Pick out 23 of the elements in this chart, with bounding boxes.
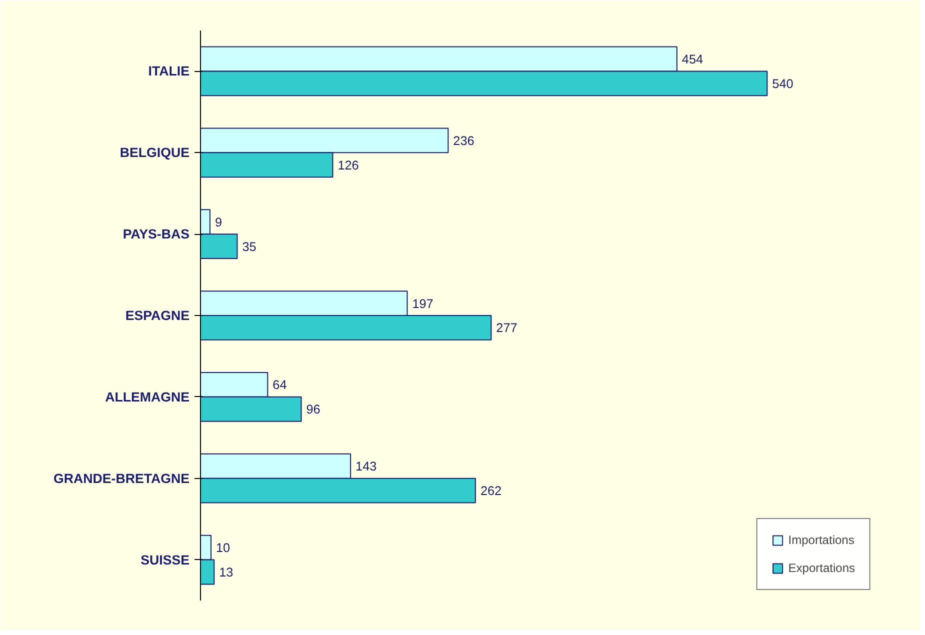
- data-label: 197: [412, 296, 434, 311]
- legend-label: Exportations: [788, 561, 855, 575]
- data-label: 96: [306, 402, 320, 417]
- y-tick-label: ALLEMAGNE: [105, 389, 190, 404]
- data-label: 35: [242, 240, 256, 254]
- data-label: 277: [496, 321, 518, 336]
- data-label: 236: [453, 134, 474, 148]
- data-label: 9: [214, 215, 222, 230]
- data-label: 540: [772, 76, 794, 91]
- data-label: 10: [216, 541, 230, 556]
- y-tick-label: PAYS-BAS: [122, 226, 190, 242]
- data-label: 64: [272, 378, 287, 392]
- data-label: 126: [338, 158, 359, 172]
- y-tick-label: GRANDE-BRETAGNE: [54, 470, 190, 486]
- data-label: 262: [480, 484, 502, 498]
- data-label: 143: [356, 460, 377, 474]
- data-label: 13: [219, 566, 234, 580]
- y-tick-label: ESPAGNE: [125, 308, 190, 323]
- y-tick-label: SUISSE: [140, 552, 190, 568]
- data-label: 454: [682, 52, 704, 66]
- y-tick-label: BELGIQUE: [120, 145, 190, 160]
- y-tick-label: ITALIE: [148, 64, 190, 79]
- legend-label: Importations: [788, 533, 854, 547]
